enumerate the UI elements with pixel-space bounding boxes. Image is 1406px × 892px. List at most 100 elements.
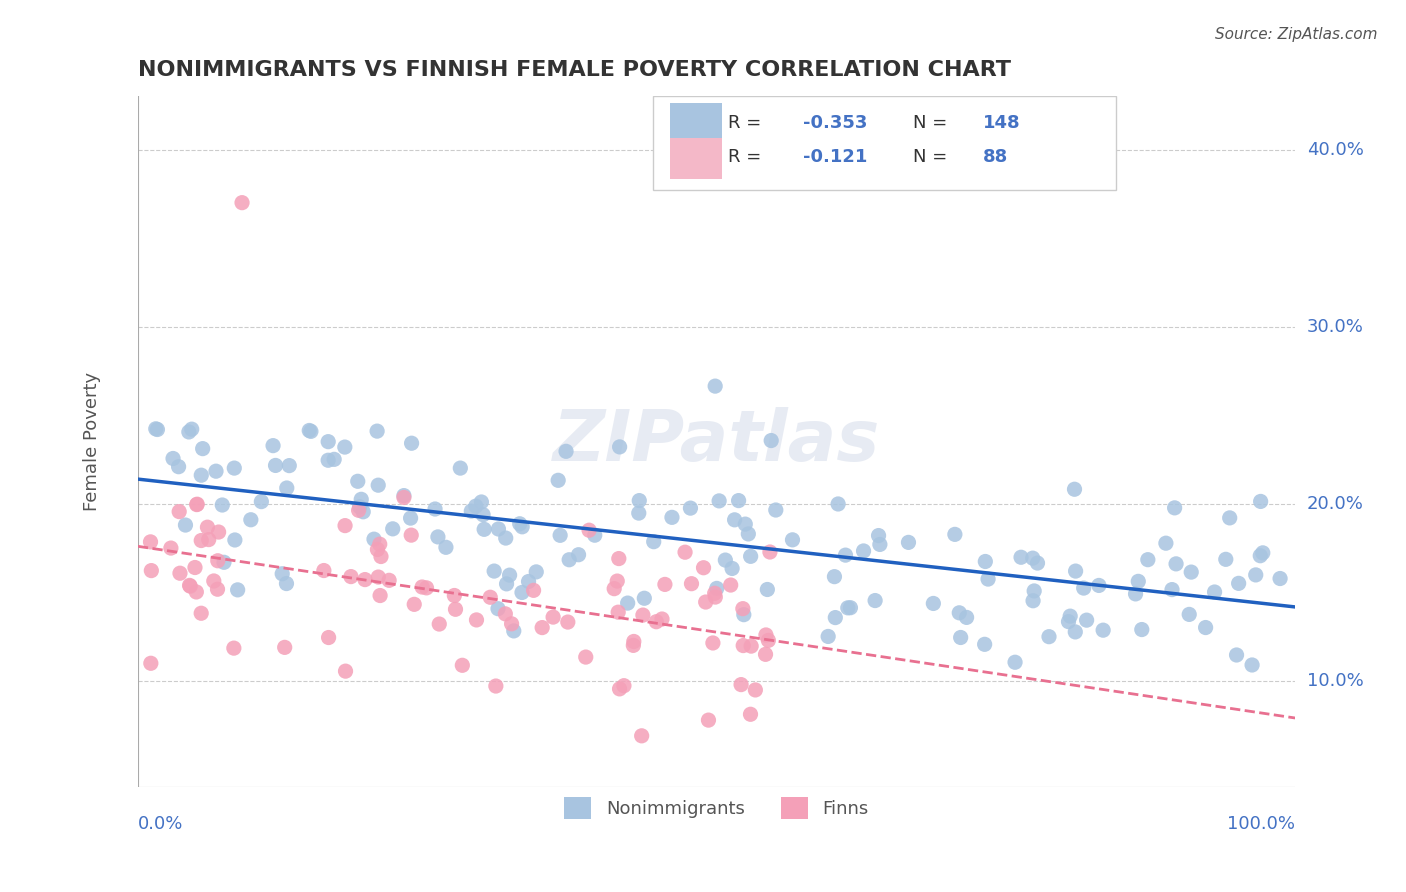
Point xyxy=(740,549,762,564)
Point xyxy=(1154,536,1177,550)
Point xyxy=(1178,607,1201,622)
Point xyxy=(346,475,368,489)
Point xyxy=(681,576,703,591)
Point xyxy=(278,458,301,473)
Point xyxy=(761,434,783,448)
Point xyxy=(734,517,756,532)
Point xyxy=(943,527,966,541)
Point xyxy=(323,452,346,467)
Point xyxy=(868,528,890,542)
Point xyxy=(460,504,482,518)
Point xyxy=(146,423,169,437)
Point xyxy=(679,501,702,516)
FancyBboxPatch shape xyxy=(652,96,1116,190)
Point xyxy=(509,516,531,531)
Point xyxy=(1057,615,1080,629)
Point xyxy=(495,577,517,591)
Point xyxy=(333,518,356,533)
Point xyxy=(449,461,471,475)
Point xyxy=(333,440,356,454)
Point xyxy=(583,528,606,542)
Point xyxy=(352,505,374,519)
Point xyxy=(765,503,787,517)
Point xyxy=(299,425,322,439)
Point xyxy=(673,545,696,559)
Point xyxy=(630,729,652,743)
Point xyxy=(627,506,650,520)
Point xyxy=(1038,630,1060,644)
Point xyxy=(316,453,339,467)
Point xyxy=(1251,546,1274,560)
Point xyxy=(1092,623,1115,637)
Point xyxy=(631,608,654,623)
Point xyxy=(298,424,321,438)
Point xyxy=(782,533,804,547)
Point xyxy=(654,577,676,591)
Point xyxy=(1128,574,1150,589)
Point xyxy=(824,610,846,624)
Point xyxy=(316,434,339,449)
Point xyxy=(139,534,162,549)
Point xyxy=(547,473,569,487)
Point xyxy=(250,494,273,508)
Point xyxy=(837,600,859,615)
Point xyxy=(494,607,516,621)
Point xyxy=(922,597,945,611)
Point xyxy=(744,682,766,697)
Point xyxy=(312,564,335,578)
Point xyxy=(472,508,495,522)
Point xyxy=(1010,550,1032,565)
Point xyxy=(276,576,298,591)
Point xyxy=(609,681,631,696)
Point xyxy=(401,436,423,450)
Point xyxy=(167,459,190,474)
Point xyxy=(727,493,749,508)
Point xyxy=(207,524,229,539)
Point xyxy=(211,498,233,512)
Point xyxy=(190,533,212,548)
Point xyxy=(186,498,208,512)
Text: Source: ZipAtlas.com: Source: ZipAtlas.com xyxy=(1215,27,1378,42)
Point xyxy=(427,617,450,632)
Point xyxy=(498,568,520,582)
Point xyxy=(271,566,294,581)
Point xyxy=(318,631,340,645)
Point xyxy=(702,636,724,650)
Point xyxy=(510,585,533,599)
Point xyxy=(179,579,201,593)
Point xyxy=(190,468,212,483)
Point xyxy=(756,582,779,597)
FancyBboxPatch shape xyxy=(671,103,723,145)
Point xyxy=(531,621,554,635)
Point xyxy=(264,458,287,473)
Point xyxy=(1194,621,1216,635)
Point xyxy=(347,503,370,517)
Point xyxy=(714,553,737,567)
Point xyxy=(367,570,389,584)
Point xyxy=(340,569,363,583)
Point xyxy=(1204,585,1226,599)
Text: 40.0%: 40.0% xyxy=(1306,141,1364,159)
Point xyxy=(1004,655,1026,669)
Point xyxy=(703,586,725,600)
Point xyxy=(1163,500,1185,515)
Point xyxy=(731,601,754,615)
Point xyxy=(1250,494,1272,508)
Point xyxy=(623,634,645,648)
Point xyxy=(370,549,392,564)
Point xyxy=(1241,657,1264,672)
Point xyxy=(692,560,714,574)
Point xyxy=(628,493,651,508)
Point xyxy=(202,574,225,588)
Point xyxy=(399,511,422,525)
Point xyxy=(224,533,246,547)
Point xyxy=(392,491,415,505)
Point xyxy=(869,537,891,551)
Point xyxy=(607,551,630,566)
Point xyxy=(411,580,433,594)
Point xyxy=(239,513,262,527)
Point xyxy=(621,639,644,653)
Point xyxy=(606,574,628,588)
Point xyxy=(522,583,544,598)
Point xyxy=(231,195,253,210)
